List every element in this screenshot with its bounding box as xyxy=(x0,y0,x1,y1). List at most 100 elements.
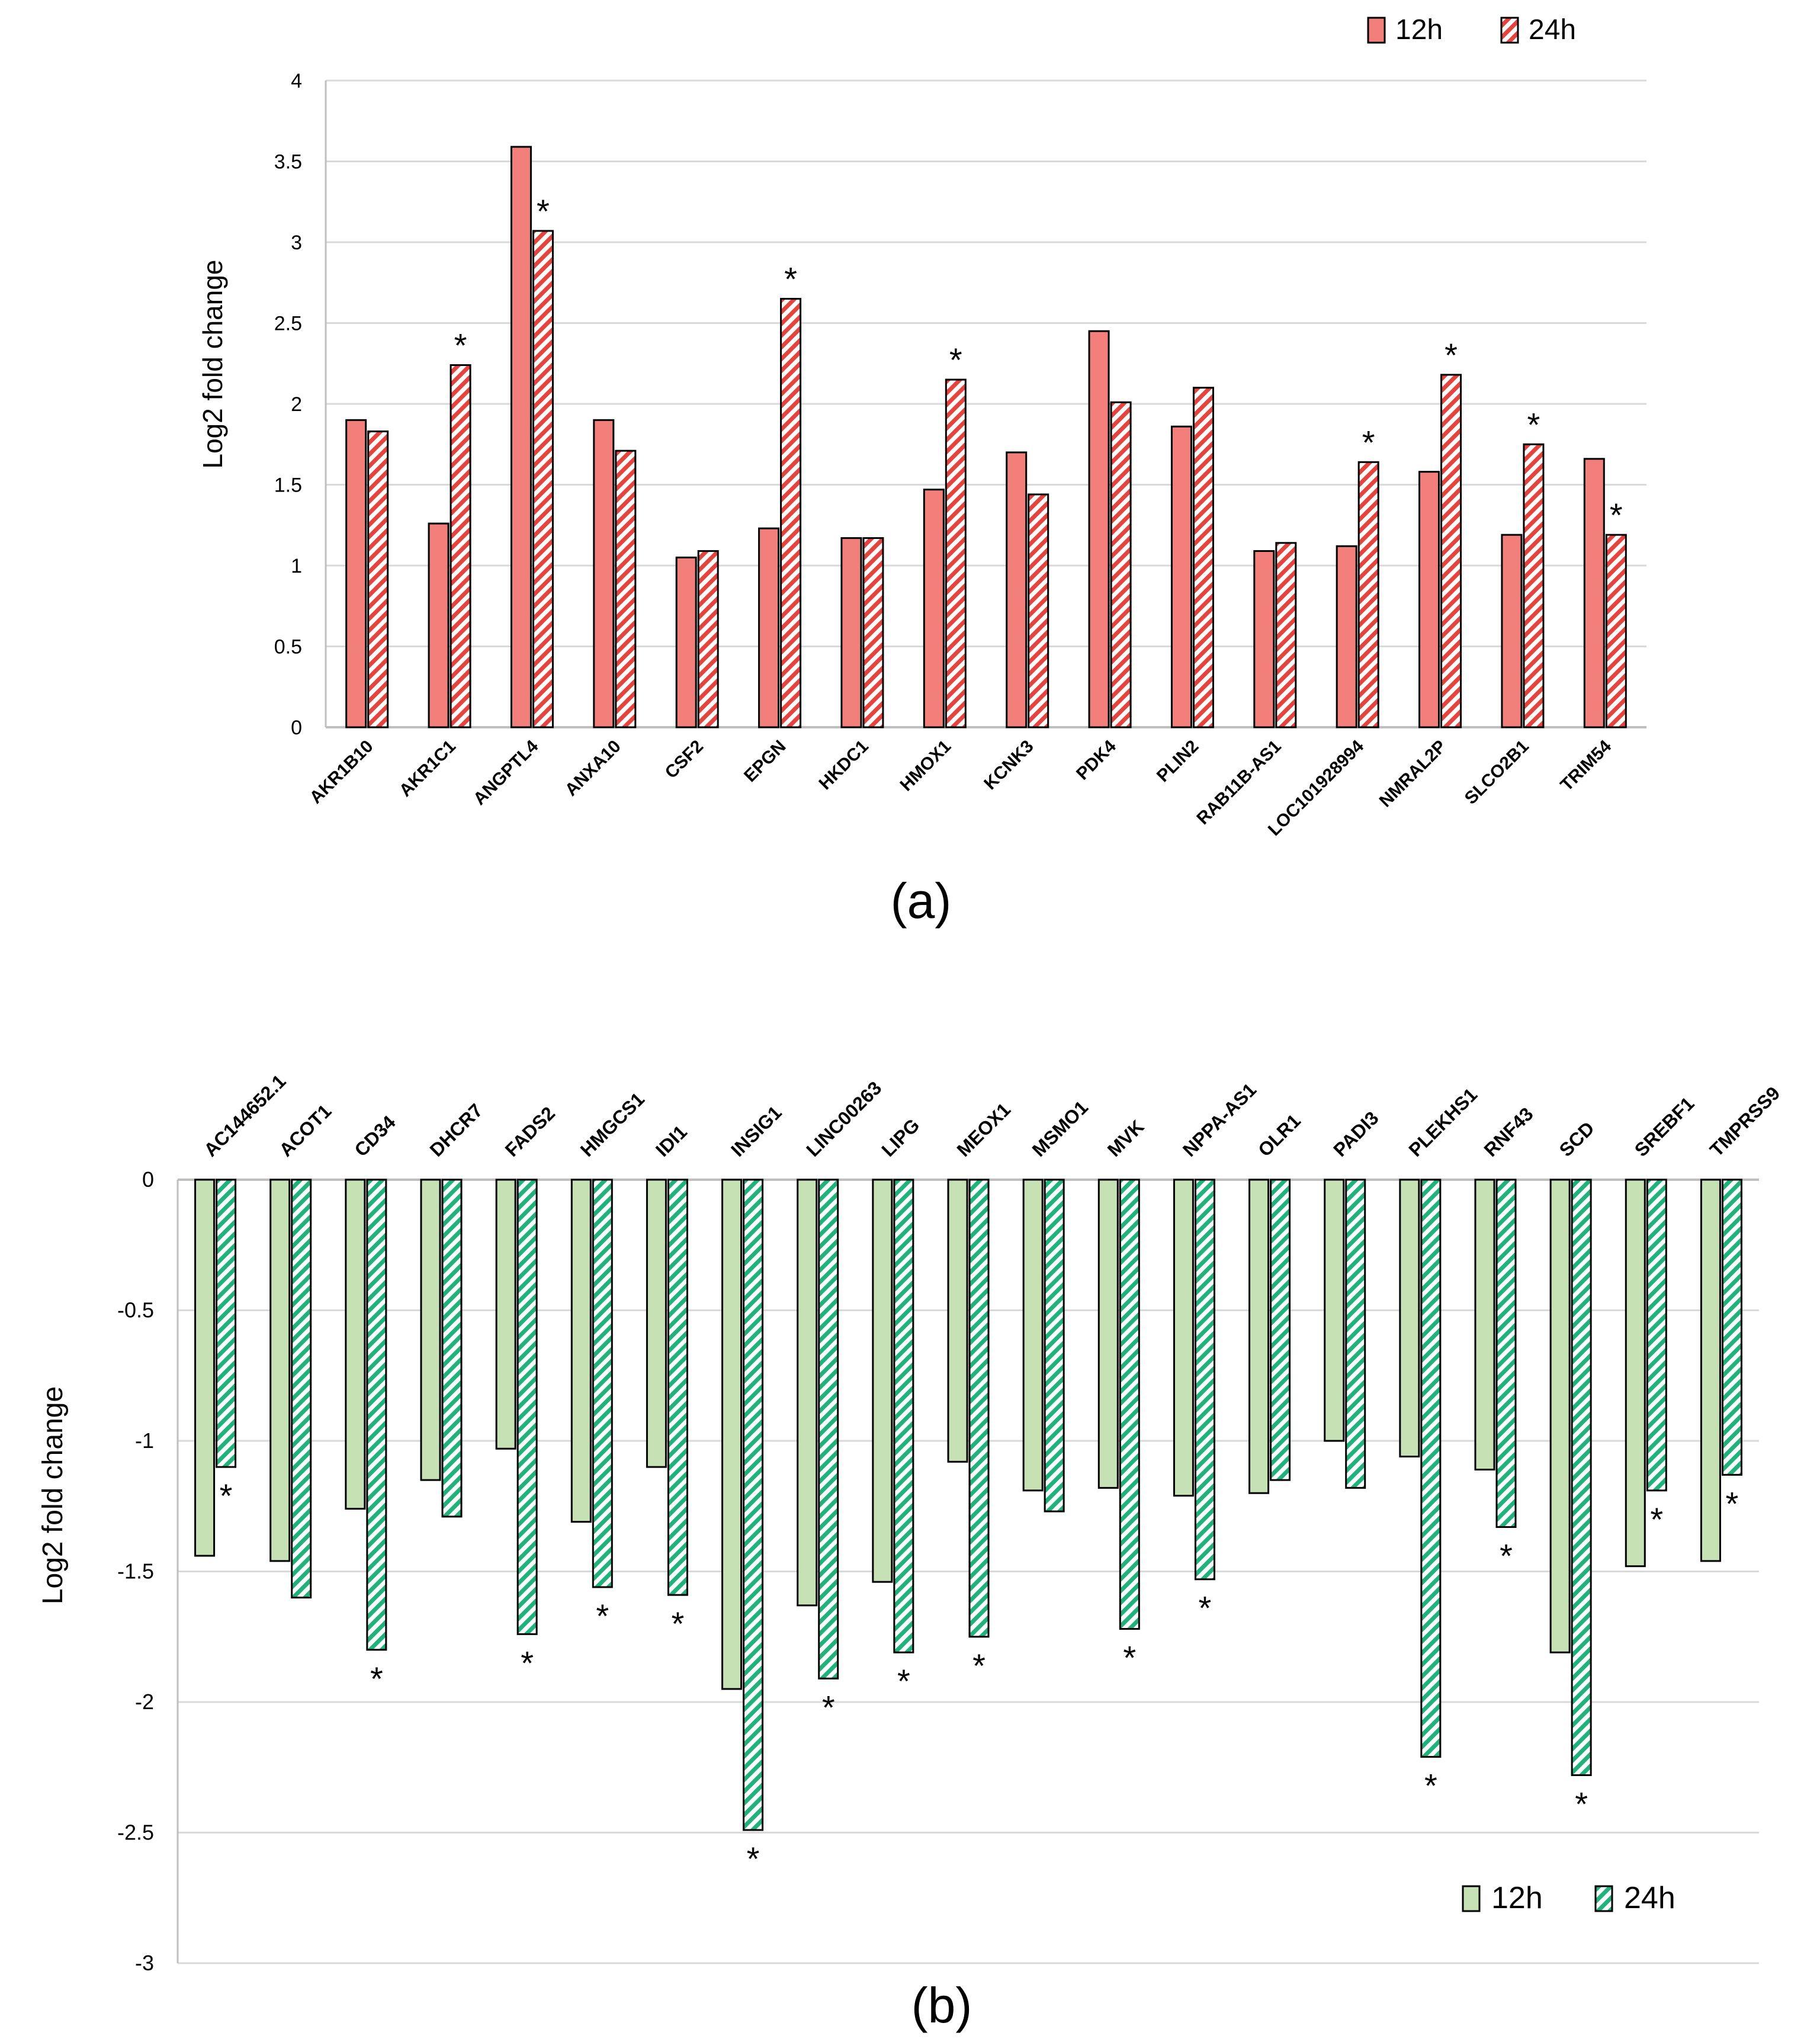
bar-24h-loc101928994 xyxy=(1357,461,1379,728)
significance-marker-meox1: * xyxy=(972,1647,986,1684)
x-tick-label-fads2: FADS2 xyxy=(501,1103,559,1161)
bar-12h-csf2 xyxy=(675,556,697,728)
x-tick-label-srebf1: SREBF1 xyxy=(1630,1093,1699,1161)
x-tick-label-msmo1: MSMO1 xyxy=(1028,1097,1092,1161)
legend-swatch-24h xyxy=(1500,17,1519,44)
bar-12h-acot1 xyxy=(269,1179,291,1562)
y-tick-label: 1.5 xyxy=(274,474,302,497)
bar-12h-idi1 xyxy=(646,1179,667,1468)
bar-24h-rab11b-as1 xyxy=(1275,542,1297,728)
significance-marker-linc00263: * xyxy=(822,1688,835,1726)
bar-24h-insig1 xyxy=(743,1179,764,1831)
bar-12h-fads2 xyxy=(495,1179,516,1450)
x-tick-label-insig1: INSIG1 xyxy=(727,1102,786,1161)
x-tick-label-padi3: PADI3 xyxy=(1329,1107,1382,1161)
significance-marker-hmox1: * xyxy=(949,341,962,378)
bar-24h-idi1 xyxy=(667,1179,688,1596)
x-tick-label-csf2: CSF2 xyxy=(662,737,708,783)
bar-12h-hmox1 xyxy=(923,489,945,728)
bar-12h-loc101928994 xyxy=(1336,545,1357,728)
bar-24h-mvk xyxy=(1119,1179,1140,1630)
significance-marker-idi1: * xyxy=(672,1605,685,1642)
chart-panel-b: 0-0.5-1-1.5-2-2.5-3 ** ** **** * ****** * AC1… xyxy=(37,1070,1784,2033)
bar-12h-plin2 xyxy=(1170,425,1192,728)
significance-marker-plekhs1: * xyxy=(1424,1767,1437,1804)
bar-24h-anxa10 xyxy=(615,449,637,728)
bar-12h-mvk xyxy=(1097,1179,1119,1489)
x-tick-label-mvk: MVK xyxy=(1103,1116,1148,1161)
x-tick-label-angptl4: ANGPTL4 xyxy=(470,736,543,809)
x-tick-label-nppa-as1: NPPA-AS1 xyxy=(1179,1079,1260,1161)
bar-12h-nmral2p xyxy=(1418,471,1440,728)
x-tick-label-slco2b1: SLCO2B1 xyxy=(1461,737,1533,808)
bar-24h-rnf43 xyxy=(1495,1179,1517,1529)
x-tick-label-scd: SCD xyxy=(1555,1118,1598,1161)
x-tick-label-plekhs1: PLEKHS1 xyxy=(1404,1084,1481,1161)
bar-24h-plin2 xyxy=(1192,387,1214,728)
bar-12h-srebf1 xyxy=(1625,1179,1646,1568)
panel-a-significance-markers: * * * * * * * * xyxy=(454,192,1623,534)
y-tick-label: -0.5 xyxy=(117,1298,154,1322)
panel-a-y-axis-label: Log2 fold change xyxy=(197,260,228,469)
x-tick-label-idi1: IDI1 xyxy=(651,1121,691,1161)
legend-swatch-24h-b xyxy=(1594,1885,1613,1912)
bar-12h-cd34 xyxy=(345,1179,366,1510)
bar-12h-hmgcs1 xyxy=(570,1179,592,1523)
x-tick-label-acot1: ACOT1 xyxy=(275,1100,335,1161)
significance-marker-nppa-as1: * xyxy=(1199,1590,1212,1627)
y-tick-label: 2.5 xyxy=(274,313,302,335)
significance-marker-scd: * xyxy=(1575,1785,1588,1822)
significance-marker-rnf43: * xyxy=(1500,1537,1513,1575)
panel-a-y-ticks: 0 0.5 1 1.5 2 2.5 3 3.5 4 xyxy=(274,70,302,739)
y-tick-label: 1 xyxy=(291,555,302,577)
x-tick-label-anxa10: ANXA10 xyxy=(561,737,625,800)
bar-12h-ac144652-1 xyxy=(194,1179,216,1557)
x-tick-label-rab11b-as1: RAB11B-AS1 xyxy=(1193,737,1285,829)
x-tick-label-plin2: PLIN2 xyxy=(1153,737,1202,786)
significance-marker-akr1c1: * xyxy=(454,326,467,364)
x-tick-label-cd34: CD34 xyxy=(350,1112,399,1161)
panel-b-significance-markers: * * * * * * * * * * * * * * * * xyxy=(220,1477,1739,1877)
legend-label-24h: 24h xyxy=(1529,14,1576,46)
panel-b-gridlines xyxy=(176,1179,1759,1964)
bar-12h-meox1 xyxy=(947,1179,968,1463)
x-tick-label-kcnk3: KCNK3 xyxy=(980,737,1037,794)
y-tick-label: 4 xyxy=(291,70,302,92)
y-tick-label: -2 xyxy=(135,1690,154,1714)
legend-label-12h-b: 12h xyxy=(1491,1881,1543,1915)
x-tick-label-trim54: TRIM54 xyxy=(1556,736,1615,795)
bar-24h-nppa-as1 xyxy=(1194,1179,1215,1581)
bar-24h-tmprss9 xyxy=(1721,1179,1742,1476)
bar-24h-ac144652-1 xyxy=(216,1179,237,1468)
chart-panel-a: 0 0.5 1 1.5 2 2.5 3 3.5 4 * * * * * * * * AKR1B10 AKR1C1… xyxy=(197,14,1646,929)
significance-marker-hmgcs1: * xyxy=(596,1597,609,1635)
significance-marker-ac144652-1: * xyxy=(220,1477,233,1514)
bar-24h-pdk4 xyxy=(1110,401,1132,728)
bar-24h-meox1 xyxy=(968,1179,990,1638)
significance-marker-lipg: * xyxy=(897,1662,910,1700)
bar-12h-hkdc1 xyxy=(840,537,862,728)
bar-24h-hmgcs1 xyxy=(592,1179,613,1588)
panel-a-bars xyxy=(345,146,1627,728)
legend-swatch-12h xyxy=(1367,17,1386,44)
bar-24h-dhcr7 xyxy=(441,1179,463,1518)
bar-12h-lipg xyxy=(872,1179,893,1583)
bar-24h-scd xyxy=(1571,1179,1592,1776)
bar-12h-akr1c1 xyxy=(428,522,450,728)
significance-marker-srebf1: * xyxy=(1650,1501,1663,1538)
x-tick-label-akr1c1: AKR1C1 xyxy=(396,737,460,801)
bar-12h-insig1 xyxy=(721,1179,743,1690)
panel-b-bars xyxy=(194,1179,1742,1831)
significance-marker-mvk: * xyxy=(1123,1639,1136,1677)
significance-marker-angptl4: * xyxy=(537,192,550,230)
bar-24h-lipg xyxy=(893,1179,914,1653)
x-tick-label-olr1: OLR1 xyxy=(1254,1110,1305,1161)
bar-24h-olr1 xyxy=(1270,1179,1291,1481)
bar-12h-kcnk3 xyxy=(1006,451,1028,728)
x-tick-label-nmral2p: NMRAL2P xyxy=(1376,737,1450,811)
bar-12h-trim54 xyxy=(1583,458,1605,728)
bar-24h-cd34 xyxy=(366,1179,387,1651)
bar-12h-angptl4 xyxy=(510,146,532,728)
